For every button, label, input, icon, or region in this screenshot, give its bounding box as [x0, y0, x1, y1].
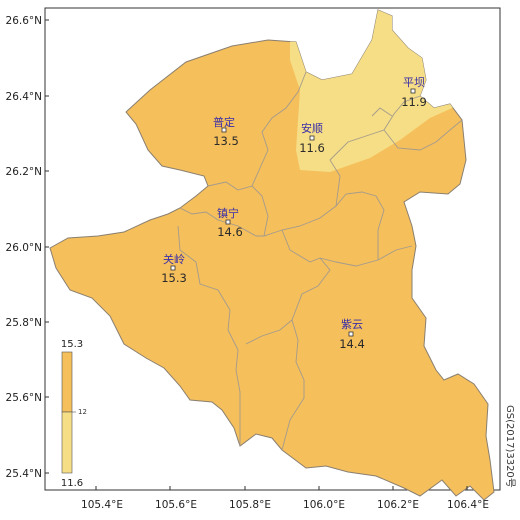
lat-label: 25.6°N [6, 392, 42, 404]
station-value: 15.3 [161, 271, 187, 285]
lat-label: 26.2°N [6, 166, 42, 178]
station-name: 关岭 [163, 252, 185, 266]
lon-label: 106.2°E [377, 499, 419, 511]
lon-label: 105.6°E [155, 499, 197, 511]
legend-bar-high [61, 351, 73, 413]
station-guanling: 关岭 15.3 [161, 252, 187, 285]
axis-ticks [45, 19, 468, 490]
station-marker [410, 88, 416, 94]
lat-label: 25.8°N [6, 317, 42, 329]
legend-max: 15.3 [61, 339, 83, 350]
legend-mid: 12 [78, 408, 87, 416]
lon-label: 105.8°E [229, 499, 271, 511]
station-name: 紫云 [341, 318, 363, 331]
station-value: 11.6 [299, 141, 325, 155]
station-ziyun: 紫云 14.4 [339, 318, 365, 351]
color-legend: 15.3 12 11.6 [61, 339, 87, 489]
station-zhenning: 镇宁 14.6 [217, 206, 243, 239]
station-marker [309, 135, 315, 141]
lon-label: 105.4°E [81, 499, 123, 511]
station-pingba: 平坝 11.9 [401, 75, 427, 109]
county-borders [177, 71, 463, 451]
station-anshun: 安顺 11.6 [299, 121, 325, 155]
station-marker [348, 331, 354, 337]
station-name: 普定 [213, 115, 235, 129]
lat-label: 26.0°N [6, 242, 42, 254]
station-value: 14.6 [217, 225, 243, 239]
station-name: 安顺 [301, 121, 323, 135]
longitude-labels: 105.4°E 105.6°E 105.8°E 106.0°E 106.2°E … [81, 499, 489, 511]
map-approval-number: GS(2017)3320号 [504, 405, 516, 488]
latitude-labels: 26.6°N 26.4°N 26.2°N 26.0°N 25.8°N 25.6°… [6, 15, 42, 480]
station-puding: 普定 13.5 [213, 115, 239, 148]
lon-label: 106.0°E [303, 499, 345, 511]
lat-label: 26.4°N [6, 91, 42, 103]
station-marker [225, 219, 231, 225]
station-value: 14.4 [339, 337, 365, 351]
station-marker [170, 265, 176, 271]
lon-label: 106.4°E [447, 499, 489, 511]
lat-label: 25.4°N [6, 468, 42, 480]
lat-label: 26.6°N [6, 15, 42, 27]
station-name: 镇宁 [217, 206, 239, 220]
legend-bar-low [61, 411, 73, 474]
station-marker [221, 127, 227, 133]
station-value: 13.5 [213, 134, 239, 148]
station-value: 11.9 [401, 95, 427, 109]
station-name: 平坝 [403, 75, 425, 89]
legend-min: 11.6 [61, 478, 83, 489]
